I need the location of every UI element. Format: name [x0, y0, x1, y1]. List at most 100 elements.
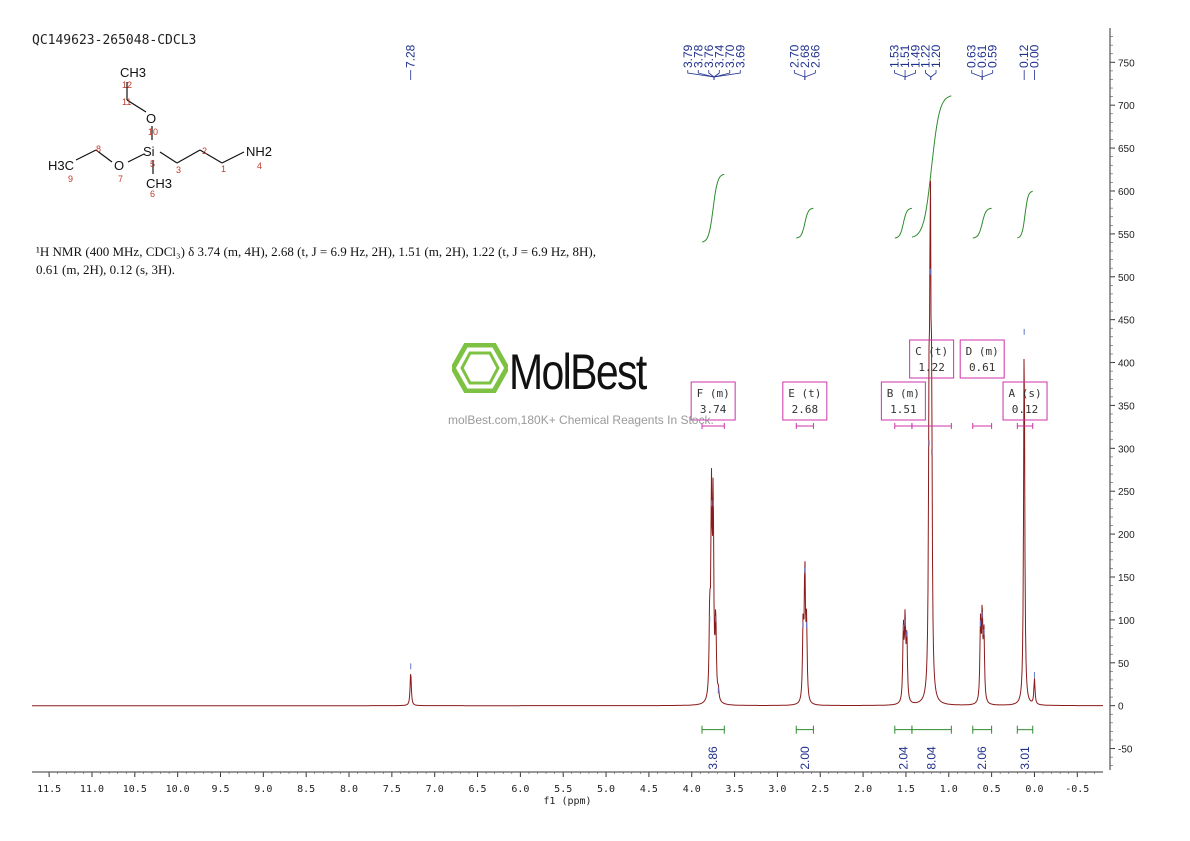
peak-label: 1.49	[909, 44, 923, 68]
integral-curve	[701, 173, 725, 243]
molbest-logo-icon	[452, 343, 508, 393]
x-tick-label: 8.5	[297, 784, 315, 795]
multiplet-id: D (m)	[966, 345, 999, 358]
multiplet-box	[690, 381, 736, 421]
y-tick-label: 50	[1118, 659, 1130, 670]
multiplet-box	[880, 381, 926, 421]
peak-label: 3.76	[702, 44, 716, 68]
peak-markers	[410, 268, 1035, 694]
peak-labels: 7.28 3.793.783.763.743.703.69 2.702.682.66…	[404, 44, 1041, 80]
multiplet-box	[909, 339, 955, 379]
atom-nh2: NH2	[246, 144, 272, 159]
peak-label: 3.74	[712, 44, 726, 68]
multiplet-shift: 2.68	[792, 403, 819, 416]
atom-si: Si	[143, 144, 155, 159]
peak-label-leader	[981, 70, 994, 80]
peak-label: 2.66	[808, 44, 822, 68]
svg-text:12: 12	[122, 80, 132, 90]
x-tick-label: 5.5	[554, 784, 572, 795]
svg-text:11: 11	[122, 97, 131, 107]
y-tick-label: 450	[1118, 316, 1135, 327]
peak-label: 2.70	[787, 44, 801, 68]
y-tick-label: 700	[1118, 101, 1135, 112]
x-tick-label: 1.0	[940, 784, 958, 795]
integral-label: 3.86	[706, 746, 720, 770]
svg-text:5: 5	[150, 159, 155, 169]
peak-label: 3.78	[691, 44, 705, 68]
x-tick-label: 3.0	[768, 784, 786, 795]
multiplet-box	[1002, 381, 1048, 421]
y-tick-label: 600	[1118, 187, 1135, 198]
peak-label-leader	[713, 70, 741, 80]
peak-label: 1.51	[898, 44, 912, 68]
multiplet-id: E (t)	[788, 387, 821, 400]
integral-label: 3.01	[1018, 746, 1032, 770]
y-tick-label: 550	[1118, 230, 1135, 241]
y-tick-label: 100	[1118, 616, 1135, 627]
y-tick-label: 150	[1118, 573, 1135, 584]
x-tick-label: 3.5	[726, 784, 744, 795]
peak-label: 1.22	[919, 44, 933, 68]
peak-label-leader	[793, 70, 806, 80]
x-tick-label: 10.5	[123, 784, 147, 795]
peak-label: 1.20	[929, 44, 943, 68]
peak-label-leader	[894, 70, 906, 80]
peak-label: 3.79	[681, 44, 695, 68]
multiplet-box	[782, 381, 828, 421]
svg-text:9: 9	[68, 174, 73, 184]
y-tick-label: 300	[1118, 444, 1135, 455]
nmr-description: ¹H NMR (400 MHz, CDCl₃) δ 3.74 (m, 4H), …	[36, 244, 597, 277]
integral-label: 2.04	[896, 746, 910, 770]
peak-label-leader	[804, 70, 816, 80]
y-axis: 7507006506005505004504003503002502001501…	[1109, 28, 1135, 770]
x-tick-label: 4.5	[640, 784, 658, 795]
peak-label-leader	[930, 70, 937, 80]
x-axis-title: f1 (ppm)	[543, 796, 591, 807]
x-tick-label: 7.0	[426, 784, 444, 795]
multiplet-id: A (s)	[1008, 387, 1041, 400]
multiplet-id: C (t)	[915, 345, 948, 358]
integral-label: 8.04	[925, 746, 939, 770]
peak-label: 1.53	[888, 44, 902, 68]
svg-text:3: 3	[176, 165, 181, 175]
molecule-structure: CH3 O Si NH2 H3C O CH3 12 11 10 5 3 2 1 …	[48, 65, 272, 199]
y-tick-label: 200	[1118, 530, 1135, 541]
watermark-tagline: molBest.com,180K+ Chemical Reagents In S…	[448, 413, 714, 427]
integral-label: 2.00	[798, 746, 812, 770]
peak-label: 0.59	[986, 44, 1000, 68]
integral-label: 2.06	[975, 746, 989, 770]
integral-curve	[911, 95, 952, 238]
x-tick-label: 2.5	[811, 784, 829, 795]
spectrum-trace	[32, 180, 1103, 707]
x-tick-label: 8.0	[340, 784, 358, 795]
peak-label-leader	[925, 70, 932, 80]
peak-label: 0.61	[975, 44, 989, 68]
multiplet-shift: 0.12	[1012, 403, 1039, 416]
peak-label-leader	[713, 70, 720, 80]
x-tick-label: 0.5	[983, 784, 1001, 795]
integral-curves	[701, 95, 1033, 243]
x-tick-label: 5.0	[597, 784, 615, 795]
multiplet-shift: 3.74	[700, 403, 727, 416]
multiplet-shift: 1.22	[918, 361, 945, 374]
y-tick-label: 250	[1118, 487, 1135, 498]
peak-label: 3.69	[733, 44, 747, 68]
spectrum-line	[32, 180, 1103, 707]
atom-h3c: H3C	[48, 158, 74, 173]
y-tick-label: 750	[1118, 58, 1135, 69]
y-tick-label: 500	[1118, 273, 1135, 284]
sample-title: QC149623-265048-CDCL3	[32, 33, 197, 48]
integral-curve	[796, 207, 814, 239]
multiplet-boxes: F (m) 3.74 E (t) 2.68 B (m) 1.51 C (t) 1.22 D (m…	[690, 339, 1048, 429]
svg-text:10: 10	[148, 127, 158, 137]
x-tick-label: 1.5	[897, 784, 915, 795]
x-tick-label: 9.5	[211, 784, 229, 795]
atom-o-top: O	[146, 111, 156, 126]
peak-label-leader	[687, 70, 715, 80]
peak-label: 2.68	[798, 44, 812, 68]
y-tick-label: 400	[1118, 359, 1135, 370]
peak-label: 0.00	[1027, 44, 1041, 68]
multiplet-id: F (m)	[697, 387, 730, 400]
x-tick-label: 0.0	[1025, 784, 1043, 795]
